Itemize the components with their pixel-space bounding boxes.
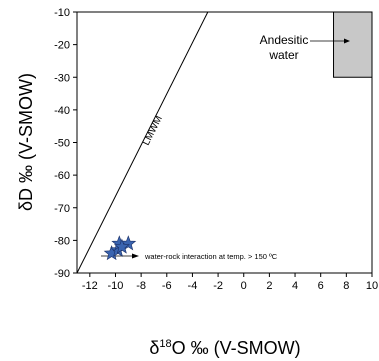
y-tick-label: -60 <box>54 170 70 182</box>
data-points <box>103 235 137 261</box>
x-tick-label: 10 <box>366 280 378 292</box>
y-tick-label: -50 <box>54 138 70 150</box>
x-tick-label: -12 <box>82 280 98 292</box>
x-tick-label: 8 <box>343 280 349 292</box>
x-tick-label: -2 <box>213 280 223 292</box>
x-tick-label: -4 <box>188 280 198 292</box>
water-rock-annotation: water-rock interaction at temp. > 150 ºC <box>144 252 278 261</box>
y-tick-label: -80 <box>54 235 70 247</box>
y-ticks: -90 -80 -70 -60 -50 -40 -30 -20 -10 <box>54 7 77 280</box>
x-tick-label: 0 <box>241 280 247 292</box>
x-tick-label: -6 <box>162 280 172 292</box>
andesitic-water-label-line1: Andesitic <box>260 33 309 47</box>
x-axis-title-sup: 18 <box>159 338 171 350</box>
star-marker <box>113 238 130 254</box>
lmwl-line <box>76 11 209 274</box>
andesitic-water-box <box>333 11 373 78</box>
lmwl-label: LMWM <box>141 114 165 147</box>
x-ticks: -12 -10 -8 -6 -4 -2 0 2 4 6 8 10 <box>82 273 378 292</box>
y-tick-label: -40 <box>54 105 70 117</box>
andesitic-water-label-line2: water <box>268 48 298 62</box>
x-tick-label: 4 <box>292 280 298 292</box>
water-rock-arrow-head <box>132 253 139 259</box>
x-axis-title-prefix: δ <box>149 338 159 358</box>
x-axis-title: δ18O ‰ (V-SMOW) <box>149 338 300 358</box>
y-tick-label: -20 <box>54 40 70 52</box>
y-axis-title: δD ‰ (V-SMOW) <box>16 73 36 211</box>
y-tick-label: -30 <box>54 72 70 84</box>
x-tick-label: 2 <box>266 280 272 292</box>
y-tick-label: -70 <box>54 203 70 215</box>
y-tick-label: -10 <box>54 7 70 19</box>
x-tick-label: -8 <box>136 280 146 292</box>
x-tick-label: -10 <box>108 280 124 292</box>
x-axis-title-suffix: O ‰ (V-SMOW) <box>172 338 301 358</box>
plot-area <box>76 11 373 274</box>
star-marker <box>120 235 137 251</box>
x-tick-label: 6 <box>318 280 324 292</box>
y-tick-label: -90 <box>54 268 70 280</box>
andesitic-arrow-head <box>344 38 350 44</box>
